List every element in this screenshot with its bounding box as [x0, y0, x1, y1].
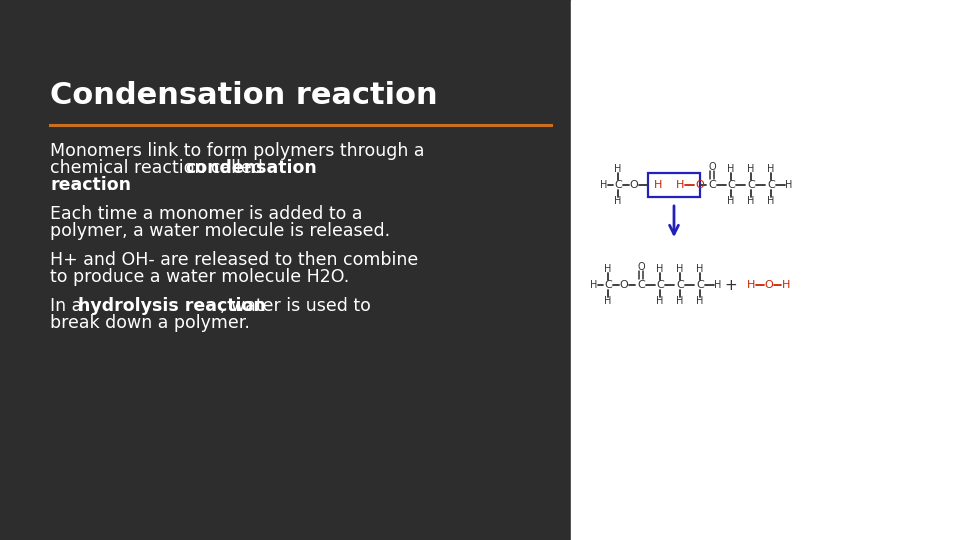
Text: O: O	[708, 162, 716, 172]
Text: O: O	[619, 280, 629, 290]
Text: O: O	[630, 180, 638, 190]
Text: C: C	[637, 280, 645, 290]
Text: O: O	[637, 262, 645, 272]
Text: chemical reaction called: chemical reaction called	[50, 159, 269, 177]
Text: H: H	[676, 296, 684, 306]
Text: H: H	[696, 264, 704, 274]
Text: C: C	[747, 180, 755, 190]
Text: condensation: condensation	[185, 159, 317, 177]
Text: hydrolysis reaction: hydrolysis reaction	[78, 297, 266, 315]
Text: H: H	[657, 296, 663, 306]
Text: H: H	[747, 280, 756, 290]
Text: H: H	[781, 280, 790, 290]
Text: +: +	[725, 278, 737, 293]
Text: H: H	[747, 164, 755, 174]
Text: H: H	[654, 180, 662, 190]
Text: C: C	[676, 280, 684, 290]
Text: H: H	[728, 196, 734, 206]
Text: H: H	[676, 180, 684, 190]
Text: H: H	[767, 164, 775, 174]
Text: Monomers link to form polymers through a: Monomers link to form polymers through a	[50, 142, 424, 160]
Text: C: C	[767, 180, 775, 190]
Text: Condensation reaction: Condensation reaction	[50, 81, 438, 110]
Text: H: H	[604, 264, 612, 274]
Bar	[571, 0, 960, 540]
Text: In a: In a	[50, 297, 87, 315]
Text: H: H	[604, 296, 612, 306]
Text: C: C	[614, 180, 622, 190]
Text: to produce a water molecule H2O.: to produce a water molecule H2O.	[50, 268, 349, 286]
Text: break down a polymer.: break down a polymer.	[50, 314, 250, 332]
Text: polymer, a water molecule is released.: polymer, a water molecule is released.	[50, 222, 390, 240]
Text: .: .	[106, 176, 111, 194]
Text: C: C	[656, 280, 664, 290]
Text: reaction: reaction	[50, 176, 131, 194]
Text: H: H	[767, 196, 775, 206]
Text: H: H	[614, 196, 622, 206]
Text: H: H	[728, 164, 734, 174]
Text: C: C	[604, 280, 612, 290]
Text: H: H	[747, 196, 755, 206]
Text: H: H	[696, 296, 704, 306]
Text: H: H	[714, 280, 722, 290]
Text: C: C	[696, 280, 704, 290]
Text: O: O	[764, 280, 774, 290]
Text: Each time a monomer is added to a: Each time a monomer is added to a	[50, 205, 363, 223]
Text: H: H	[600, 180, 608, 190]
Bar	[648, 173, 700, 197]
Text: C: C	[727, 180, 734, 190]
Text: H: H	[657, 264, 663, 274]
Text: H: H	[676, 264, 684, 274]
Bar	[0, 0, 571, 540]
Text: H: H	[785, 180, 793, 190]
Text: H+ and OH- are released to then combine: H+ and OH- are released to then combine	[50, 251, 419, 269]
Text: O: O	[696, 180, 705, 190]
Text: H: H	[590, 280, 598, 290]
Text: , water is used to: , water is used to	[220, 297, 371, 315]
Text: H: H	[614, 164, 622, 174]
Text: C: C	[708, 180, 716, 190]
